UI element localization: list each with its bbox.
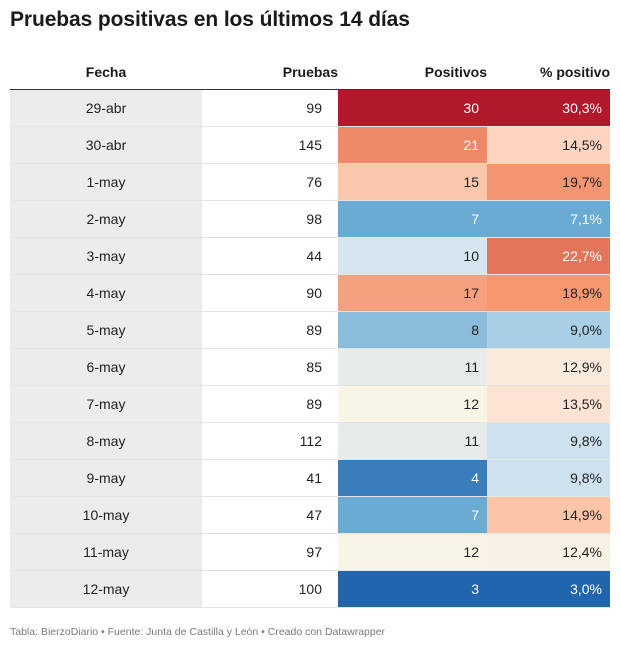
- cell-pruebas: 89: [202, 385, 338, 423]
- cell-positivos: 21: [338, 126, 487, 164]
- cell-pct-positivo: 14,9%: [487, 496, 610, 534]
- table-row: 12-may 100 3 3,0%: [10, 570, 610, 608]
- cell-fecha: 5-may: [10, 311, 202, 349]
- cell-fecha: 2-may: [10, 200, 202, 238]
- cell-positivos: 17: [338, 274, 487, 312]
- cell-positivos: 11: [338, 348, 487, 386]
- cell-pruebas: 145: [202, 126, 338, 164]
- cell-pct-positivo: 7,1%: [487, 200, 610, 238]
- cell-pct-positivo: 9,8%: [487, 422, 610, 460]
- table-header: Fecha Pruebas Positivos % positivo: [10, 56, 610, 90]
- cell-pct-positivo: 19,7%: [487, 163, 610, 201]
- cell-fecha: 1-may: [10, 163, 202, 201]
- chart-title: Pruebas positivas en los últimos 14 días: [10, 8, 410, 31]
- cell-pct-positivo: 18,9%: [487, 274, 610, 312]
- cell-positivos: 7: [338, 496, 487, 534]
- footer-credits: Tabla: BierzoDiario • Fuente: Junta de C…: [10, 626, 386, 638]
- table-row: 3-may 44 10 22,7%: [10, 237, 610, 275]
- cell-pct-positivo: 12,9%: [487, 348, 610, 386]
- cell-pct-positivo: 3,0%: [487, 570, 610, 608]
- cell-pruebas: 99: [202, 89, 338, 127]
- cell-fecha: 10-may: [10, 496, 202, 534]
- table-row: 1-may 76 15 19,7%: [10, 163, 610, 201]
- cell-pct-positivo: 12,4%: [487, 533, 610, 571]
- cell-pruebas: 97: [202, 533, 338, 571]
- header-row: Fecha Pruebas Positivos % positivo: [10, 56, 610, 90]
- cell-pct-positivo: 13,5%: [487, 385, 610, 423]
- cell-positivos: 3: [338, 570, 487, 608]
- cell-pct-positivo: 14,5%: [487, 126, 610, 164]
- cell-positivos: 4: [338, 459, 487, 497]
- table-row: 11-may 97 12 12,4%: [10, 533, 610, 571]
- column-header-pruebas[interactable]: Pruebas: [202, 56, 338, 90]
- cell-pruebas: 47: [202, 496, 338, 534]
- cell-pruebas: 89: [202, 311, 338, 349]
- cell-fecha: 7-may: [10, 385, 202, 423]
- cell-positivos: 10: [338, 237, 487, 275]
- cell-fecha: 12-may: [10, 570, 202, 608]
- cell-fecha: 8-may: [10, 422, 202, 460]
- table-body: 29-abr 99 30 30,3% 30-abr 145 21 14,5% 1-may 76 15…: [10, 89, 610, 608]
- column-header-fecha[interactable]: Fecha: [10, 56, 202, 90]
- table-row: 30-abr 145 21 14,5%: [10, 126, 610, 164]
- cell-positivos: 12: [338, 533, 487, 571]
- cell-pruebas: 90: [202, 274, 338, 312]
- table-row: 5-may 89 8 9,0%: [10, 311, 610, 349]
- cell-pct-positivo: 30,3%: [487, 89, 610, 127]
- table-row: 9-may 41 4 9,8%: [10, 459, 610, 497]
- cell-pruebas: 44: [202, 237, 338, 275]
- cell-positivos: 8: [338, 311, 487, 349]
- column-header-positivos[interactable]: Positivos: [338, 56, 487, 90]
- table-row: 2-may 98 7 7,1%: [10, 200, 610, 238]
- column-header-pct-positivo[interactable]: % positivo: [487, 56, 610, 90]
- table-row: 10-may 47 7 14,9%: [10, 496, 610, 534]
- cell-fecha: 30-abr: [10, 126, 202, 164]
- cell-pruebas: 41: [202, 459, 338, 497]
- cell-positivos: 30: [338, 89, 487, 127]
- cell-fecha: 4-may: [10, 274, 202, 312]
- cell-pruebas: 100: [202, 570, 338, 608]
- cell-pruebas: 112: [202, 422, 338, 460]
- cell-positivos: 12: [338, 385, 487, 423]
- cell-pct-positivo: 9,8%: [487, 459, 610, 497]
- table-row: 6-may 85 11 12,9%: [10, 348, 610, 386]
- cell-fecha: 11-may: [10, 533, 202, 571]
- cell-positivos: 11: [338, 422, 487, 460]
- cell-pruebas: 85: [202, 348, 338, 386]
- cell-pct-positivo: 9,0%: [487, 311, 610, 349]
- cell-pruebas: 76: [202, 163, 338, 201]
- table-row: 7-may 89 12 13,5%: [10, 385, 610, 423]
- cell-pruebas: 98: [202, 200, 338, 238]
- data-table: Fecha Pruebas Positivos % positivo 29-ab…: [10, 56, 610, 608]
- table-row: 8-may 112 11 9,8%: [10, 422, 610, 460]
- cell-pct-positivo: 22,7%: [487, 237, 610, 275]
- cell-fecha: 29-abr: [10, 89, 202, 127]
- table-row: 29-abr 99 30 30,3%: [10, 89, 610, 127]
- cell-positivos: 7: [338, 200, 487, 238]
- cell-fecha: 9-may: [10, 459, 202, 497]
- cell-positivos: 15: [338, 163, 487, 201]
- table-row: 4-may 90 17 18,9%: [10, 274, 610, 312]
- cell-fecha: 3-may: [10, 237, 202, 275]
- cell-fecha: 6-may: [10, 348, 202, 386]
